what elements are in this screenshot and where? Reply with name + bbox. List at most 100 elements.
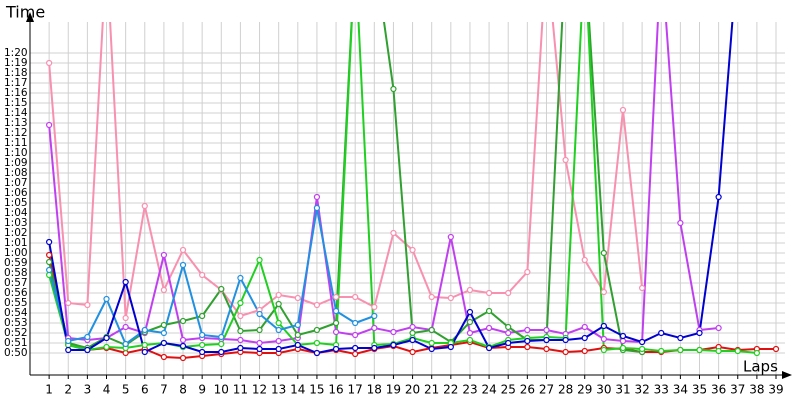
y-tick-label: 0:55: [4, 297, 28, 309]
data-point: [715, 193, 722, 201]
data-point: [160, 329, 167, 337]
data-point: [237, 327, 244, 335]
y-tick-label: 0:54: [4, 307, 28, 319]
data-point: [256, 310, 263, 318]
x-tick-label: 20: [405, 383, 420, 397]
data-point: [352, 350, 359, 358]
data-point: [179, 261, 187, 269]
data-point: [313, 326, 321, 334]
data-point: [562, 348, 569, 356]
data-point: [199, 348, 206, 356]
x-tick-label: 33: [654, 383, 669, 397]
data-point: [524, 268, 531, 276]
data-point: [524, 326, 531, 334]
data-point: [428, 293, 435, 301]
data-point: [639, 284, 646, 292]
data-point: [294, 321, 301, 329]
y-tick-label: 0:58: [4, 267, 28, 279]
y-tick-label: 1:06: [4, 187, 28, 199]
data-point: [428, 326, 435, 334]
data-point: [390, 341, 397, 349]
data-point: [543, 345, 550, 353]
data-point: [600, 346, 607, 354]
data-point: [562, 156, 569, 164]
data-point: [409, 336, 416, 344]
data-point: [772, 345, 780, 353]
data-point: [485, 307, 493, 315]
data-point: [275, 345, 282, 353]
data-point: [466, 308, 474, 316]
y-tick-label: 0:52: [4, 327, 28, 339]
data-point: [199, 341, 206, 349]
data-point: [600, 288, 607, 296]
data-point: [466, 336, 474, 344]
y-tick-label: 0:50: [4, 347, 28, 359]
data-point: [677, 334, 684, 342]
y-tick-label: 0:53: [4, 317, 28, 329]
data-point: [696, 329, 703, 337]
data-point: [409, 348, 416, 356]
data-point: [371, 344, 378, 352]
data-point: [313, 339, 321, 347]
y-tick-label: 1:12: [4, 127, 28, 139]
data-point: [218, 348, 225, 356]
data-point: [485, 344, 493, 352]
data-point: [103, 334, 110, 342]
x-tick-label: 5: [122, 383, 130, 397]
data-point: [160, 321, 167, 329]
data-point: [543, 336, 550, 344]
data-point: [179, 336, 187, 344]
y-tick-label: 0:57: [4, 277, 28, 289]
data-point: [160, 353, 167, 361]
data-point: [46, 258, 53, 266]
x-tick-label: 18: [367, 383, 382, 397]
data-point: [256, 339, 263, 347]
x-tick-label: 15: [309, 383, 324, 397]
data-point: [639, 345, 646, 353]
data-point: [485, 289, 493, 297]
y-tick-label: 1:11: [4, 137, 28, 149]
data-point: [313, 349, 321, 357]
data-point: [275, 291, 282, 299]
data-point: [332, 319, 340, 327]
data-point: [122, 340, 129, 348]
data-point: [352, 293, 359, 301]
data-point: [313, 193, 321, 201]
y-tick-label: 1:15: [4, 97, 28, 109]
data-point: [122, 323, 129, 331]
data-point: [562, 336, 569, 344]
x-tick-label: 38: [749, 383, 764, 397]
data-point: [275, 337, 282, 345]
data-point: [160, 251, 167, 259]
data-point: [218, 285, 225, 293]
y-tick-label: 0:59: [4, 257, 28, 269]
data-point: [46, 59, 53, 67]
data-point: [600, 335, 607, 343]
y-tick-label: 1:18: [4, 67, 28, 79]
data-point: [256, 326, 263, 334]
data-point: [581, 256, 588, 264]
x-tick-label: 12: [252, 383, 267, 397]
data-point: [409, 323, 416, 331]
data-point: [218, 333, 225, 341]
data-point: [658, 347, 665, 355]
x-tick-label: 25: [501, 383, 516, 397]
series-line: [48, 207, 375, 346]
data-point: [639, 338, 646, 346]
data-point: [103, 343, 110, 351]
data-point: [313, 301, 321, 309]
data-point: [485, 324, 493, 332]
plot-area: [46, 22, 780, 362]
data-point: [122, 314, 129, 322]
x-tick-label: 3: [84, 383, 92, 397]
data-point: [275, 319, 282, 327]
y-tick-label: 0:51: [4, 337, 28, 349]
data-point: [753, 349, 760, 357]
x-tick-label: 32: [634, 383, 649, 397]
data-point: [505, 323, 512, 331]
data-point: [65, 337, 72, 345]
x-tick-label: 6: [141, 383, 149, 397]
data-point: [294, 331, 301, 339]
data-point: [447, 294, 454, 302]
data-point: [294, 341, 301, 349]
